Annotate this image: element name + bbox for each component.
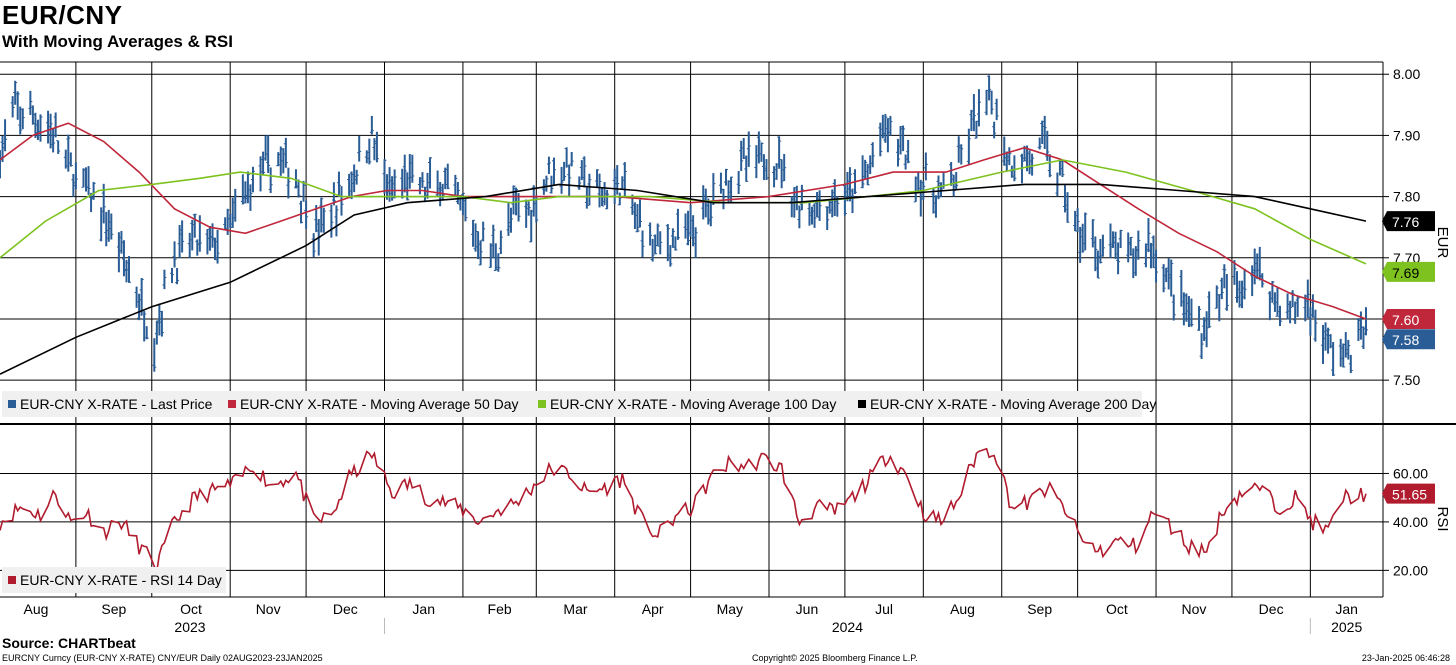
year-label: 2024 xyxy=(832,619,863,635)
rsi-ylabel: RSI xyxy=(1434,506,1451,531)
price-ytick-label: 7.50 xyxy=(1393,372,1420,388)
ma100-line xyxy=(0,159,1367,265)
price-ytick-label: 7.70 xyxy=(1393,250,1420,266)
month-tick-label: Nov xyxy=(1182,601,1207,617)
last-price-value-text: 7.58 xyxy=(1392,332,1419,348)
last-price-value-box xyxy=(1382,329,1435,350)
footer-timestamp: 23-Jan-2025 06:46:28 xyxy=(1361,653,1450,663)
ma100-last-value-box xyxy=(1382,261,1435,282)
month-tick-label: Aug xyxy=(24,601,49,617)
month-tick-label: Aug xyxy=(950,601,975,617)
rsi-ytick-label: 40.00 xyxy=(1393,514,1428,530)
source-note: Source: CHARTbeat xyxy=(2,635,136,651)
chart-title: EUR/CNY xyxy=(2,0,123,30)
legend-swatch xyxy=(8,576,16,584)
year-label: 2023 xyxy=(174,619,205,635)
month-tick-label: May xyxy=(717,601,743,617)
price-ylabel: EUR xyxy=(1434,227,1451,259)
price-legend xyxy=(2,391,1142,417)
legend-label: EUR-CNY X-RATE - RSI 14 Day xyxy=(20,572,222,588)
ma50-last-value-text: 7.60 xyxy=(1392,312,1419,328)
price-series-group xyxy=(0,75,1368,377)
rsi-ytick-label: 60.00 xyxy=(1393,465,1428,481)
month-tick-label: Jan xyxy=(1335,601,1358,617)
footer-ticker: EURCNY Curncy (EUR-CNY X-RATE) CNY/EUR D… xyxy=(2,653,323,663)
legend-label: EUR-CNY X-RATE - Last Price xyxy=(20,396,213,412)
ma50-last-value-box xyxy=(1382,308,1435,329)
month-tick-label: Dec xyxy=(333,601,358,617)
month-tick-label: Nov xyxy=(256,601,281,617)
chart-subtitle: With Moving Averages & RSI xyxy=(2,32,233,51)
last-value-labels: 7.76 7.69 7.60 7.58 51.65 xyxy=(1382,211,1435,504)
rsi-legend xyxy=(2,567,226,593)
rsi-series-group xyxy=(0,447,1367,574)
ma100-last-value-text: 7.69 xyxy=(1392,265,1419,281)
month-tick-label: Sep xyxy=(101,601,126,617)
legend-swatch xyxy=(228,400,236,408)
axes-group: 7.50 7.60 7.70 7.80 7.90 8.00 20.00 40.00 60.00 E… xyxy=(0,61,1456,635)
legend-label: EUR-CNY X-RATE - Moving Average 100 Day xyxy=(550,396,836,412)
price-grid xyxy=(0,62,1383,423)
price-ytick-label: 7.90 xyxy=(1393,127,1420,143)
rsi-line xyxy=(0,447,1367,574)
month-tick-label: Oct xyxy=(180,601,202,617)
month-tick-label: Jul xyxy=(875,601,893,617)
month-tick-label: Jan xyxy=(412,601,435,617)
year-label: 2025 xyxy=(1331,619,1362,635)
rsi-ytick-label: 20.00 xyxy=(1393,562,1428,578)
price-ytick-label: 8.00 xyxy=(1393,66,1420,82)
legend-label: EUR-CNY X-RATE - Moving Average 50 Day xyxy=(240,396,519,412)
month-tick-label: Apr xyxy=(642,601,664,617)
month-tick-label: Oct xyxy=(1106,601,1128,617)
footer-copyright: Copyright© 2025 Bloomberg Finance L.P. xyxy=(752,653,918,663)
legend-swatch xyxy=(538,400,546,408)
ma200-last-value-box xyxy=(1382,211,1435,232)
rsi-last-value-text: 51.65 xyxy=(1392,487,1427,503)
month-tick-label: Dec xyxy=(1259,601,1284,617)
legend-swatch xyxy=(8,400,16,408)
rsi-grid xyxy=(0,425,1383,597)
month-tick-label: Jun xyxy=(796,601,819,617)
rsi-last-value-box xyxy=(1382,483,1435,504)
ma200-last-value-text: 7.76 xyxy=(1392,214,1419,230)
legend-swatch xyxy=(858,400,866,408)
legends-group: EUR-CNY X-RATE - Last Price EUR-CNY X-RAT… xyxy=(2,391,1156,593)
legend-label: EUR-CNY X-RATE - Moving Average 200 Day xyxy=(870,396,1156,412)
ma200-line xyxy=(0,183,1367,375)
month-tick-label: Mar xyxy=(563,601,587,617)
month-tick-label: Sep xyxy=(1027,601,1052,617)
price-ytick-label: 7.80 xyxy=(1393,189,1420,205)
month-tick-label: Feb xyxy=(488,601,512,617)
